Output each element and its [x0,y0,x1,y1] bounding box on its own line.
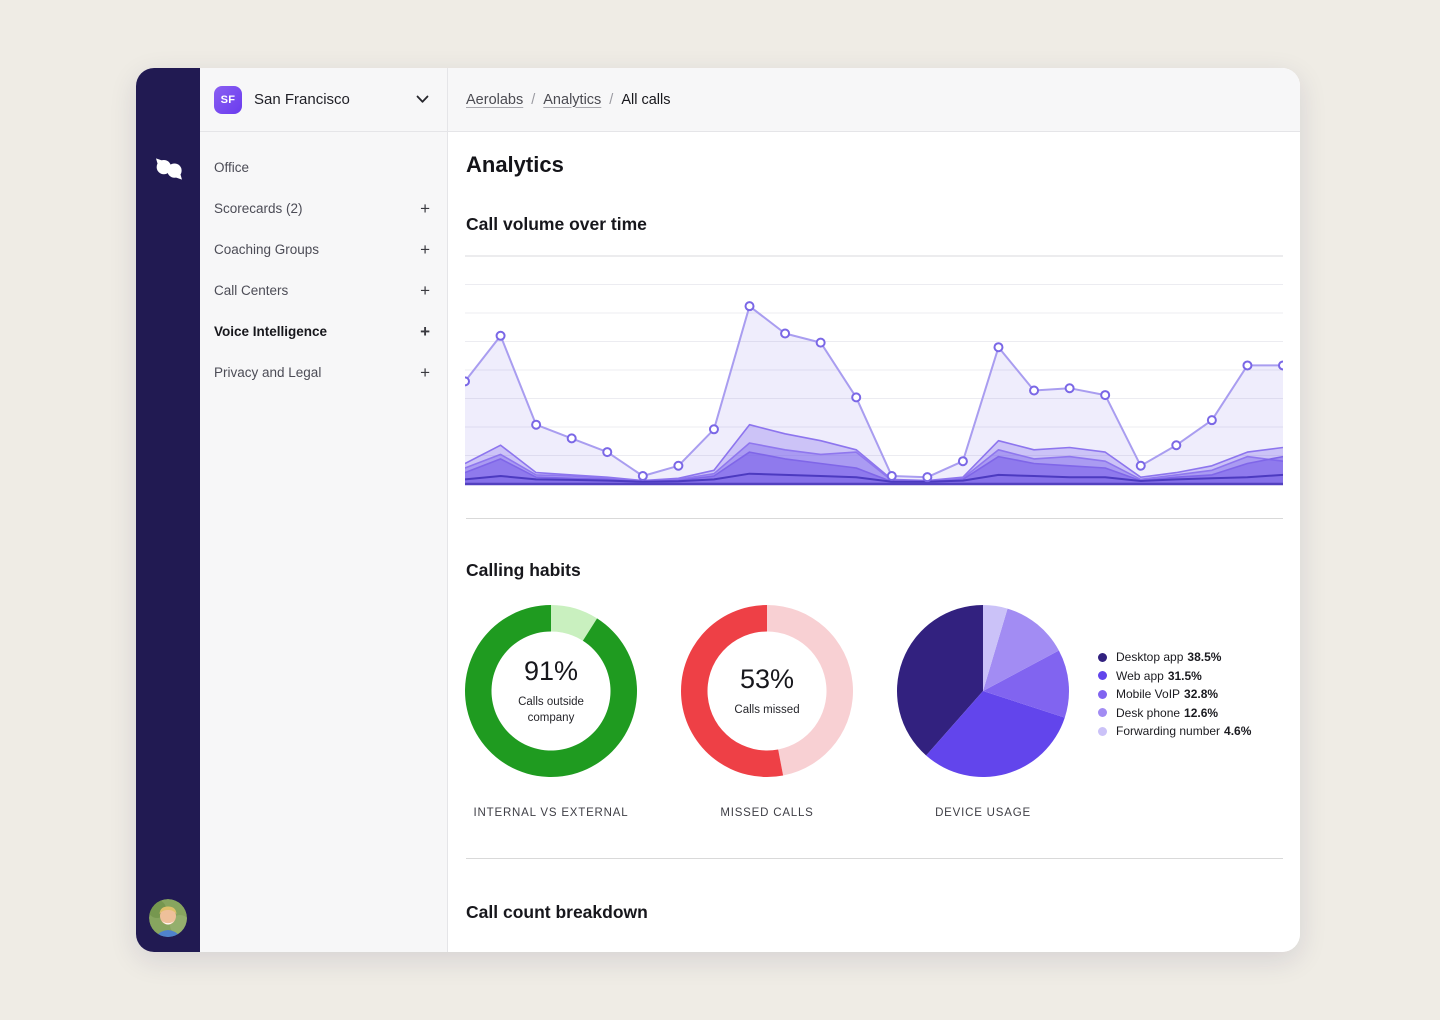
device-usage-legend: Desktop app 38.5% Web app 31.5% Mobile VoIP 3… [1098,648,1251,741]
legend-percent: 38.5% [1187,650,1222,665]
page-title: Analytics [466,152,564,177]
slice-other [767,605,853,776]
legend-row-desktop-app: Desktop app 38.5% [1098,648,1251,667]
legend-label: Desktop app [1116,650,1184,665]
figure-caption: INTERNAL VS EXTERNAL [473,807,629,819]
expand-plus-icon[interactable]: + [420,363,430,382]
legend-percent: 12.6% [1184,705,1219,720]
analytics-content: Analytics Call volume over time Calling … [448,132,1300,952]
legend-dot-icon [1098,652,1107,662]
expand-plus-icon[interactable]: + [420,240,430,259]
sidebar-item-voice-intelligence[interactable]: Voice Intelligence + [200,311,447,352]
legend-percent: 32.8% [1184,687,1219,702]
sidebar-item-office[interactable]: Office [200,147,447,188]
section-title-call-volume: Call volume over time [466,214,647,234]
breadcrumb-link-aerolabs[interactable]: Aerolabs [466,91,524,108]
chevron-down-icon [416,95,429,104]
calling-habits-figures: 91% Calls outside company INTERNAL VS EX… [448,604,1300,844]
breadcrumb-separator: / [609,91,614,108]
figure-caption: DEVICE USAGE [935,807,1031,819]
slice-desk-phone [983,608,1059,691]
section-title-calling-habits: Calling habits [466,560,581,580]
sidebar-item-label: Privacy and Legal [214,365,322,380]
sidebar-nav: Office Scorecards (2) + Coaching Groups + Cal… [200,132,447,393]
dialpad-logo-icon[interactable] [153,156,185,182]
slice-calls-missed [680,605,784,777]
legend-label: Mobile VoIP [1116,687,1181,702]
slice-other [551,605,598,641]
legend-dot-icon [1098,671,1107,681]
breadcrumb-link-analytics[interactable]: Analytics [543,91,602,108]
slice-web-app [926,691,1065,777]
sidebar: SF San Francisco Office Scorecards (2) + Co… [200,68,448,952]
slice-desktop-app [897,605,983,756]
breadcrumb-current: All calls [621,91,671,108]
breadcrumb: Aerolabs / Analytics / All calls [448,68,1300,132]
sidebar-item-privacy-and-legal[interactable]: Privacy and Legal + [200,352,447,393]
legend-percent: 4.6% [1224,724,1252,739]
legend-label: Forwarding number [1116,724,1221,739]
legend-label: Desk phone [1116,705,1181,720]
workspace-name: San Francisco [254,91,350,108]
legend-row-desk-phone: Desk phone 12.6% [1098,704,1251,723]
legend-percent: 31.5% [1167,668,1202,683]
missed-calls-donut[interactable]: 53% Calls missed MISSED CALLS [680,604,854,819]
internal-vs-external-donut[interactable]: 91% Calls outside company INTERNAL VS EX… [464,604,638,819]
sidebar-item-label: Voice Intelligence [214,324,328,339]
legend-row-mobile-voip: Mobile VoIP 32.8% [1098,685,1251,704]
slice-forwarding-number [983,605,1008,691]
sidebar-item-label: Call Centers [214,283,289,298]
workspace-selector[interactable]: SF San Francisco [200,68,447,132]
sidebar-item-label: Office [214,160,250,175]
legend-dot-icon [1098,689,1107,699]
slice-calls-outside-company [465,605,637,777]
user-avatar-image [149,899,187,937]
legend-row-forwarding-number: Forwarding number 4.6% [1098,722,1251,741]
call-volume-chart[interactable] [465,250,1283,490]
user-avatar[interactable] [149,899,187,937]
sidebar-item-call-centers[interactable]: Call Centers + [200,270,447,311]
sidebar-item-scorecards[interactable]: Scorecards (2) + [200,188,447,229]
legend-row-web-app: Web app 31.5% [1098,667,1251,686]
brand-rail [136,68,200,952]
sidebar-item-coaching-groups[interactable]: Coaching Groups + [200,229,447,270]
legend-label: Web app [1116,668,1164,683]
sidebar-item-label: Coaching Groups [214,242,320,257]
section-title-call-count: Call count breakdown [466,902,648,922]
slice-mobile-voip [983,650,1069,718]
expand-plus-icon[interactable]: + [420,199,430,218]
workspace-badge: SF [214,85,242,114]
figure-caption: MISSED CALLS [720,807,814,819]
section-divider [466,518,1283,519]
legend-dot-icon [1098,708,1107,718]
expand-plus-icon[interactable]: + [420,281,430,300]
legend-dot-icon [1098,726,1107,736]
section-divider [466,858,1283,859]
breadcrumb-separator: / [531,91,536,108]
main-area: Aerolabs / Analytics / All calls Analytics C… [448,68,1300,952]
expand-plus-icon[interactable]: + [420,322,430,341]
app-window: SF San Francisco Office Scorecards (2) + Co… [136,68,1300,952]
device-usage-pie[interactable]: DEVICE USAGE [896,604,1070,819]
sidebar-item-label: Scorecards (2) [214,201,303,216]
